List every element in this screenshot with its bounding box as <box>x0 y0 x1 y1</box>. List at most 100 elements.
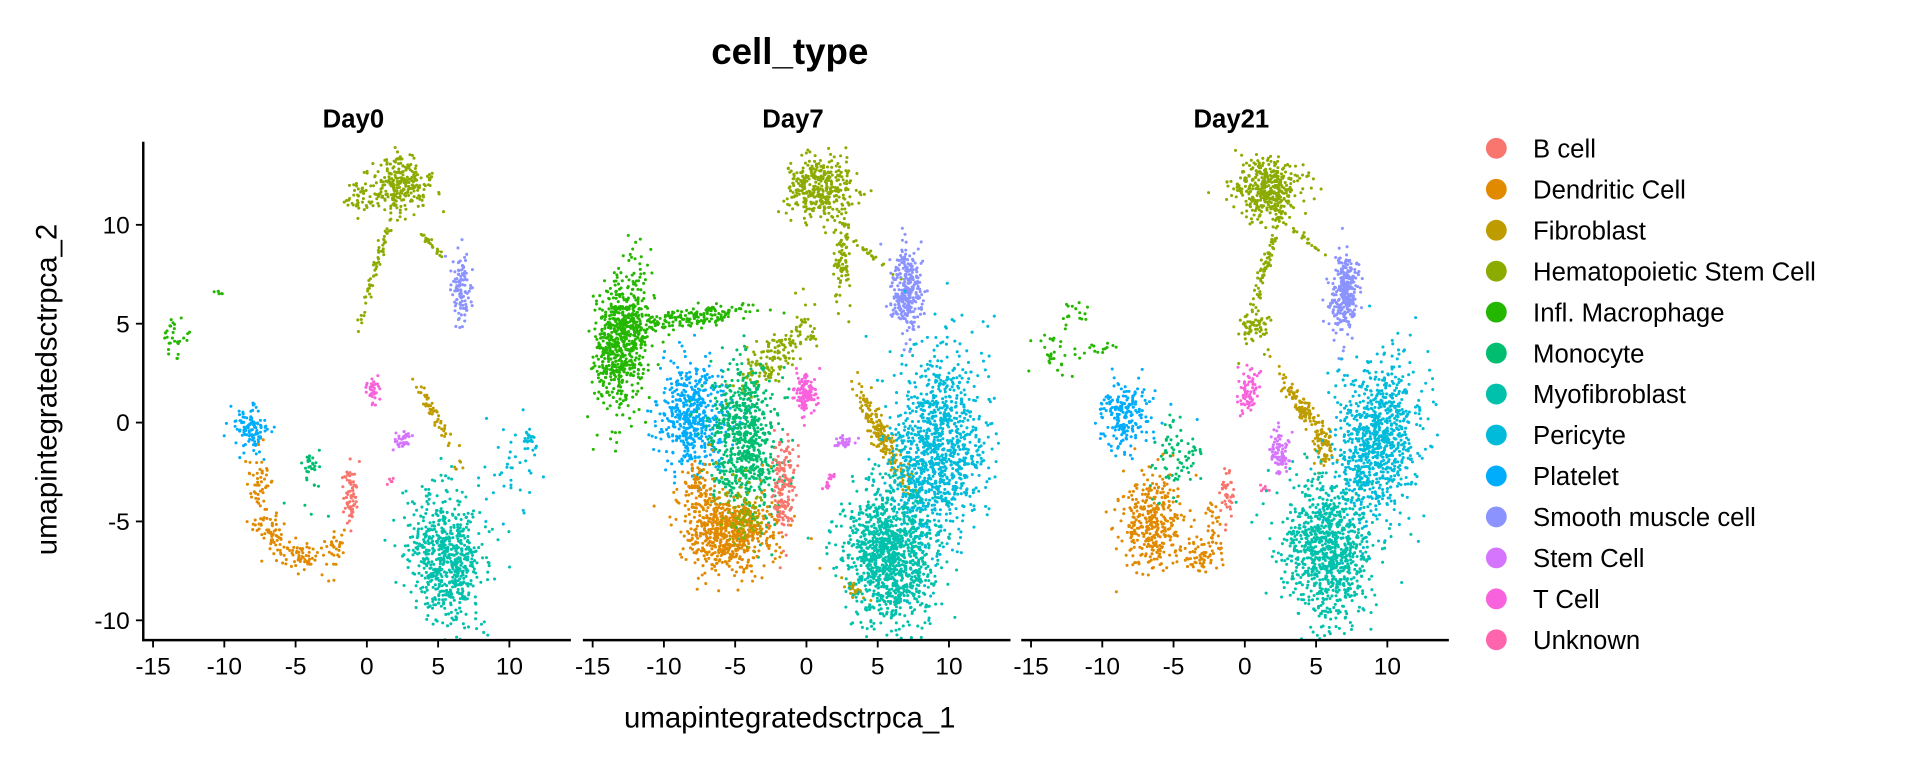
point <box>744 405 748 409</box>
point <box>729 389 733 393</box>
point <box>619 327 623 331</box>
point <box>477 476 481 480</box>
point <box>771 358 775 362</box>
point <box>406 501 410 505</box>
point <box>728 424 732 429</box>
point <box>373 396 377 400</box>
point <box>790 363 794 367</box>
point <box>448 531 453 535</box>
point <box>254 491 258 495</box>
point <box>912 328 916 332</box>
point <box>474 602 478 606</box>
cluster-platelet <box>222 401 276 462</box>
point <box>857 201 861 205</box>
point <box>256 497 261 501</box>
point <box>679 313 683 317</box>
point <box>710 432 714 436</box>
point <box>822 209 826 213</box>
point <box>789 334 793 338</box>
point <box>774 378 778 382</box>
point <box>908 338 912 342</box>
point <box>615 275 619 279</box>
point <box>731 384 735 388</box>
point <box>348 471 352 475</box>
point <box>374 273 378 277</box>
point <box>796 188 800 192</box>
point <box>257 527 261 531</box>
point <box>298 560 302 564</box>
point <box>354 184 358 188</box>
point <box>676 309 680 313</box>
point <box>440 427 444 431</box>
point <box>788 341 792 345</box>
point <box>412 502 416 506</box>
point <box>636 381 640 385</box>
point <box>274 559 279 563</box>
point <box>895 276 899 280</box>
point <box>449 525 453 530</box>
point <box>629 255 633 259</box>
point <box>705 424 709 428</box>
point <box>805 190 809 194</box>
point <box>762 412 766 416</box>
point <box>675 383 679 387</box>
point <box>683 314 687 318</box>
point <box>456 611 460 615</box>
point <box>743 387 747 391</box>
point <box>437 553 441 557</box>
point <box>412 195 416 199</box>
point <box>639 255 643 259</box>
point <box>470 512 474 516</box>
point <box>680 393 684 398</box>
point <box>765 355 769 359</box>
point <box>347 519 351 523</box>
point <box>670 411 674 415</box>
point <box>919 261 923 265</box>
point <box>347 183 351 187</box>
point <box>425 507 429 512</box>
point <box>743 438 747 442</box>
point <box>907 326 911 330</box>
point <box>610 330 614 334</box>
point <box>486 570 490 574</box>
point <box>456 537 460 541</box>
point <box>821 166 825 170</box>
point <box>439 250 443 254</box>
point <box>640 299 644 303</box>
point <box>820 193 825 197</box>
point <box>812 206 816 210</box>
point <box>461 573 465 577</box>
point <box>369 184 373 188</box>
point <box>806 148 810 152</box>
point <box>800 320 804 324</box>
point <box>393 146 397 150</box>
point <box>254 452 258 456</box>
point <box>313 468 317 472</box>
point <box>752 448 756 452</box>
point <box>649 247 653 251</box>
point <box>630 383 634 387</box>
point <box>705 317 709 321</box>
point <box>801 166 805 170</box>
point <box>704 428 708 432</box>
point <box>355 505 359 509</box>
point <box>747 477 752 481</box>
point <box>467 593 471 597</box>
point <box>813 195 817 199</box>
point <box>633 358 637 362</box>
point <box>419 176 423 180</box>
point <box>615 322 620 326</box>
point <box>378 387 382 391</box>
point <box>604 348 609 352</box>
point <box>405 181 409 185</box>
point <box>463 313 467 317</box>
point <box>825 165 830 169</box>
point <box>752 488 756 492</box>
point <box>609 292 613 296</box>
point <box>449 561 453 565</box>
point <box>650 271 654 275</box>
point <box>254 430 258 434</box>
point <box>750 391 754 395</box>
point <box>603 326 607 330</box>
